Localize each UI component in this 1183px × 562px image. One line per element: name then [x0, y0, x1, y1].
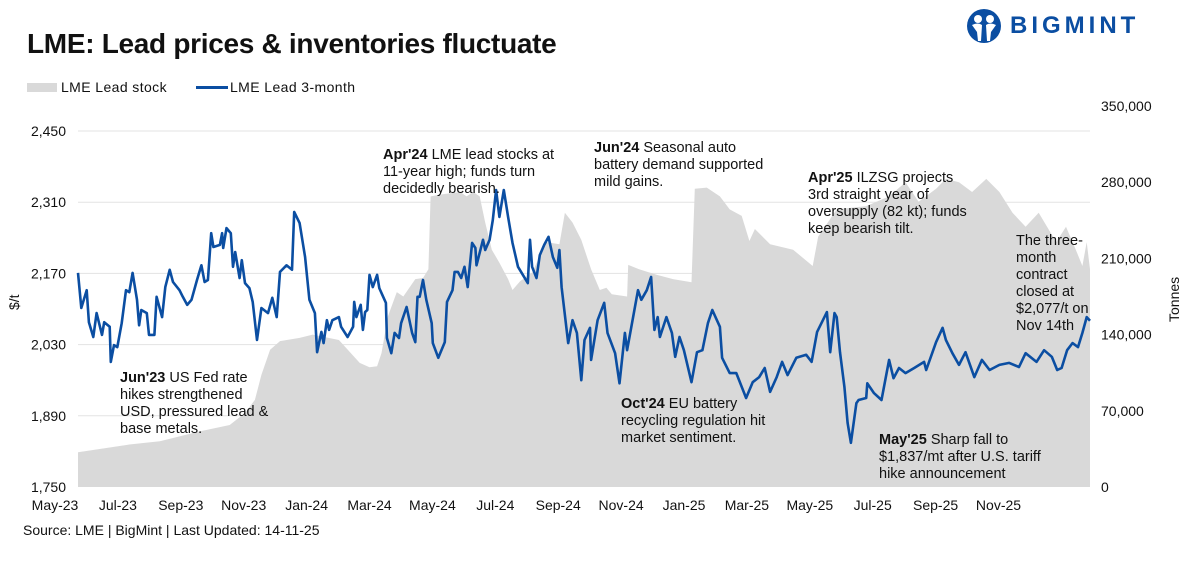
legend-label-stock: LME Lead stock [61, 79, 167, 95]
y2-tick-label: 280,000 [1101, 174, 1152, 190]
annotation-jun24: Jun'24 Seasonal auto battery demand supp… [594, 140, 764, 191]
x-tick-label: Nov-24 [599, 497, 644, 513]
logo-text: BIGMINT [1010, 12, 1140, 39]
annotation-date: Apr'25 [808, 170, 853, 186]
y-tick-label: 2,030 [31, 337, 66, 353]
annotation-date: Jun'24 [594, 140, 640, 156]
x-tick-label: Jul-23 [99, 497, 137, 513]
annotation-oct24: Oct'24 EU battery recycling regulation h… [621, 396, 791, 447]
stock-area [78, 178, 1090, 487]
x-tick-label: Sep-23 [158, 497, 203, 513]
legend-label-price: LME Lead 3-month [230, 79, 356, 95]
legend-swatch-stock [27, 82, 57, 92]
annotation-text: LME lead stocks at 11-year high; funds t… [383, 147, 555, 197]
x-tick-label: Jan-25 [663, 497, 706, 513]
chart-title: LME: Lead prices & inventories fluctuate [27, 28, 557, 59]
x-tick-label: May-24 [409, 497, 456, 513]
y2-axis-title: Tonnes [1166, 276, 1182, 322]
annotation-date: Jun'23 [120, 370, 166, 386]
y2-tick-label: 70,000 [1101, 403, 1144, 419]
annotation-date: Apr'24 [383, 147, 428, 163]
x-tick-label: Nov-25 [976, 497, 1021, 513]
x-tick-label: Sep-24 [536, 497, 581, 513]
bigmint-logo: BIGMINT [966, 8, 1139, 44]
annotation-text: US Fed rate hikes strengthened USD, pres… [120, 370, 269, 437]
x-tick-label: Nov-23 [221, 497, 266, 513]
legend-swatch-price [196, 85, 228, 89]
y2-tick-label: 140,000 [1101, 327, 1152, 343]
y2-tick-label: 210,000 [1101, 250, 1152, 266]
x-tick-label: Mar-25 [725, 497, 770, 513]
annotation-text: Sharp fall to $1,837/mt after U.S. tarif… [879, 432, 1041, 482]
y-tick-label: 1,890 [31, 408, 66, 424]
y-axis-title: $/t [6, 294, 22, 310]
annotation-apr25: Apr'25 ILZSG projects 3rd straight year … [808, 170, 970, 238]
x-tick-label: Jul-24 [476, 497, 514, 513]
annotation-text: Seasonal auto battery demand supported m… [594, 140, 764, 190]
legend-item-stock: LME Lead stock [27, 79, 167, 95]
x-tick-label: Jan-24 [285, 497, 328, 513]
x-tick-label: Sep-25 [913, 497, 958, 513]
x-tick-label: Mar-24 [347, 497, 392, 513]
annotation-text: EU battery recycling regulation hit mark… [621, 396, 766, 446]
legend-item-price: LME Lead 3-month [196, 79, 355, 95]
annotation-date: Oct'24 [621, 396, 665, 412]
source-note: Source: LME | BigMint | Last Updated: 14… [23, 522, 320, 538]
y2-tick-label: 0 [1101, 479, 1109, 495]
logo-people-icon [967, 9, 1001, 43]
annotation-may25: May'25 Sharp fall to $1,837/mt after U.S… [879, 432, 1054, 483]
annotation-text: ILZSG projects 3rd straight year of over… [808, 170, 967, 237]
annotation-text: The three-month contract closed at $2,07… [1016, 233, 1089, 334]
annotation-close: The three-month contract closed at $2,07… [1016, 233, 1096, 335]
y2-tick-label: 350,000 [1101, 98, 1152, 114]
annotation-date: May'25 [879, 432, 927, 448]
x-tick-label: Jul-25 [854, 497, 892, 513]
y-tick-label: 1,750 [31, 479, 66, 495]
x-tick-label: May-23 [32, 497, 79, 513]
x-tick-label: May-25 [786, 497, 833, 513]
y-tick-label: 2,170 [31, 265, 66, 281]
y-tick-label: 2,310 [31, 194, 66, 210]
y-tick-label: 2,450 [31, 123, 66, 139]
annotation-apr24: Apr'24 LME lead stocks at 11-year high; … [383, 147, 555, 198]
annotation-jun23: Jun'23 US Fed rate hikes strengthened US… [120, 370, 280, 438]
